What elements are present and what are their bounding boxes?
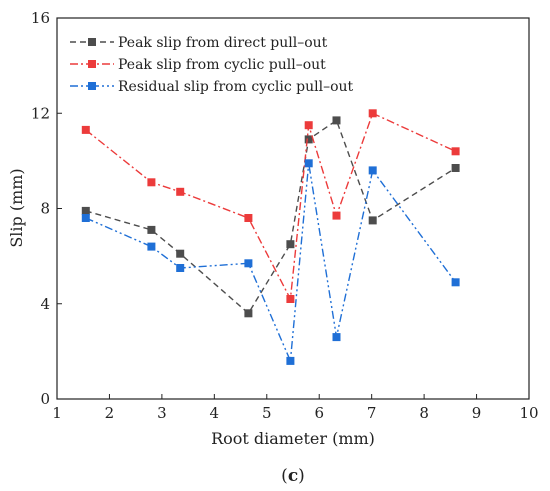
series-3-point bbox=[286, 356, 295, 365]
series-2-point bbox=[368, 109, 377, 118]
series-3-point bbox=[176, 264, 185, 272]
x-axis-ticks: 1 2 3 4 5 6 7 8 9 10 bbox=[52, 394, 539, 422]
y-tick-label: 12 bbox=[31, 104, 50, 122]
series-1-point bbox=[147, 225, 156, 234]
panel-label-letter: c bbox=[288, 466, 298, 486]
series-layer bbox=[81, 109, 460, 365]
series-2-point bbox=[332, 211, 341, 220]
y-tick-label: 16 bbox=[31, 9, 50, 27]
series-2-point bbox=[304, 121, 313, 130]
y-tick-label: 4 bbox=[40, 295, 50, 313]
x-tick-label: 5 bbox=[262, 404, 272, 422]
legend: Peak slip from direct pull–out Peak slip … bbox=[70, 35, 354, 95]
legend-label-1: Peak slip from direct pull–out bbox=[118, 35, 328, 51]
legend-label-3: Residual slip from cyclic pull–out bbox=[118, 79, 354, 95]
series-3-point bbox=[147, 242, 156, 251]
series-3-point bbox=[244, 259, 253, 268]
x-tick-label: 3 bbox=[157, 404, 167, 422]
x-axis-title: Root diameter (mm) bbox=[211, 429, 375, 448]
series-line-1 bbox=[85, 119, 456, 315]
x-tick-label: 1 bbox=[52, 404, 62, 422]
plot-frame bbox=[56, 17, 530, 400]
x-tick-label: 8 bbox=[419, 404, 429, 422]
x-tick-label: 7 bbox=[367, 404, 377, 422]
series-3-point bbox=[332, 333, 341, 342]
x-tick-label: 10 bbox=[519, 404, 538, 422]
series-1-point bbox=[304, 135, 313, 144]
series-1-point bbox=[332, 116, 341, 125]
series-1-point bbox=[368, 216, 377, 225]
series-2-point bbox=[81, 125, 90, 134]
series-3-point bbox=[81, 214, 90, 222]
series-2-point bbox=[176, 187, 185, 196]
series-1-point bbox=[244, 309, 253, 318]
series-1-point bbox=[81, 206, 90, 215]
series-2-point bbox=[286, 295, 295, 303]
series-1-point bbox=[451, 164, 460, 172]
series-3-point bbox=[304, 159, 313, 168]
series-3-point bbox=[451, 278, 460, 287]
series-2-point bbox=[451, 147, 460, 156]
y-axis-ticks: 0 4 8 12 16 bbox=[31, 9, 62, 408]
series-3-point bbox=[368, 166, 377, 175]
legend-marker-1 bbox=[88, 38, 96, 46]
series-1-point bbox=[286, 240, 295, 249]
legend-marker-3 bbox=[88, 82, 96, 90]
x-tick-label: 9 bbox=[472, 404, 482, 422]
x-tick-label: 4 bbox=[210, 404, 220, 422]
series-line-2 bbox=[85, 112, 456, 302]
series-2-point bbox=[244, 214, 253, 222]
series-1-point bbox=[176, 249, 185, 258]
legend-label-2: Peak slip from cyclic pull–out bbox=[118, 57, 326, 73]
series-2-point bbox=[147, 178, 156, 187]
x-tick-label: 6 bbox=[314, 404, 324, 422]
panel-label: (c) bbox=[281, 466, 305, 486]
x-tick-label: 2 bbox=[105, 404, 115, 422]
y-axis-title: Slip (mm) bbox=[7, 168, 26, 247]
y-tick-label: 0 bbox=[40, 390, 50, 408]
legend-marker-2 bbox=[88, 60, 96, 68]
y-tick-label: 8 bbox=[40, 200, 50, 218]
